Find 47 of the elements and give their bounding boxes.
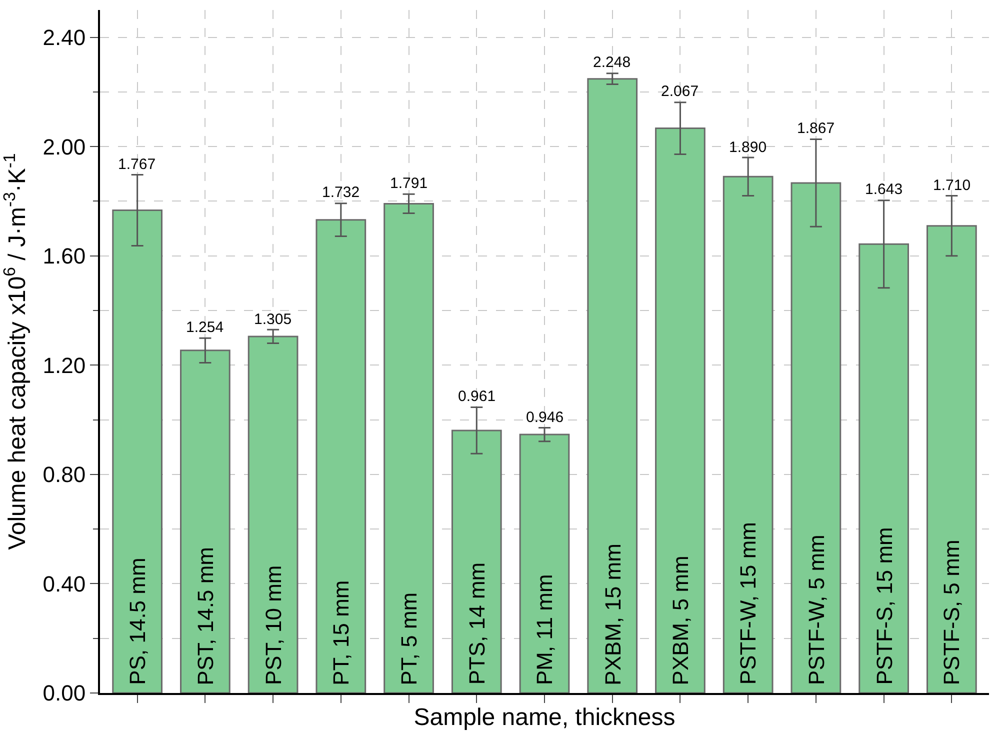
x-tick-label: PTS, 14 mm bbox=[464, 562, 490, 685]
bar bbox=[451, 430, 502, 693]
data-label: 2.067 bbox=[661, 83, 699, 100]
bar bbox=[722, 176, 774, 693]
data-label: 1.867 bbox=[797, 120, 835, 137]
data-label: 1.710 bbox=[933, 177, 971, 194]
bar bbox=[180, 350, 230, 693]
x-axis-title: Sample name, thickness bbox=[414, 704, 676, 732]
bar bbox=[587, 78, 638, 693]
y-tick-label: 1.60 bbox=[42, 244, 86, 269]
bar bbox=[858, 243, 909, 693]
x-tick-label: PS, 14.5 mm bbox=[124, 558, 150, 685]
x-tick-label: PXBM, 15 mm bbox=[600, 544, 626, 686]
data-label: 1.791 bbox=[390, 175, 428, 192]
y-tick-label: 2.40 bbox=[42, 25, 86, 50]
x-tick-label: PT, 5 mm bbox=[396, 592, 422, 686]
data-label: 0.946 bbox=[526, 409, 564, 426]
bar bbox=[248, 336, 298, 693]
x-tick-label: PM, 11 mm bbox=[532, 574, 557, 685]
x-tick-label: PXBM, 5 mm bbox=[668, 556, 694, 686]
x-tick-label: PSTF-S, 5 mm bbox=[939, 540, 964, 686]
data-label: 1.254 bbox=[186, 319, 224, 336]
data-label: 1.643 bbox=[865, 181, 903, 198]
data-label: 2.248 bbox=[593, 54, 631, 71]
y-tick-label: 0.40 bbox=[42, 571, 86, 596]
bar bbox=[655, 128, 706, 693]
x-tick-label: PT, 15 mm bbox=[328, 580, 354, 686]
x-tick-label: PSTF-W, 15 mm bbox=[736, 522, 761, 685]
y-tick-label: 0.80 bbox=[42, 462, 86, 488]
bar bbox=[790, 182, 842, 693]
data-label: 0.961 bbox=[458, 388, 496, 405]
data-label: 1.767 bbox=[118, 156, 156, 173]
y-tick-label: 0.00 bbox=[42, 680, 86, 706]
x-tick-label: PSTF-W, 5 mm bbox=[804, 534, 829, 685]
bar bbox=[384, 202, 434, 693]
bar bbox=[112, 210, 162, 693]
bar bbox=[519, 434, 570, 693]
x-tick-label: PSTF-S, 15 mm bbox=[872, 527, 897, 685]
data-label: 1.732 bbox=[322, 184, 360, 201]
x-tick-label: PST, 10 mm bbox=[261, 565, 286, 686]
data-label: 1.890 bbox=[729, 139, 767, 156]
bar bbox=[926, 225, 977, 693]
x-tick-label: PST, 14.5 mm bbox=[193, 547, 218, 686]
y-tick-label: 2.00 bbox=[42, 134, 86, 160]
data-label: 1.305 bbox=[254, 311, 292, 328]
y-tick-label: 1.20 bbox=[42, 352, 86, 378]
bar bbox=[316, 219, 366, 693]
